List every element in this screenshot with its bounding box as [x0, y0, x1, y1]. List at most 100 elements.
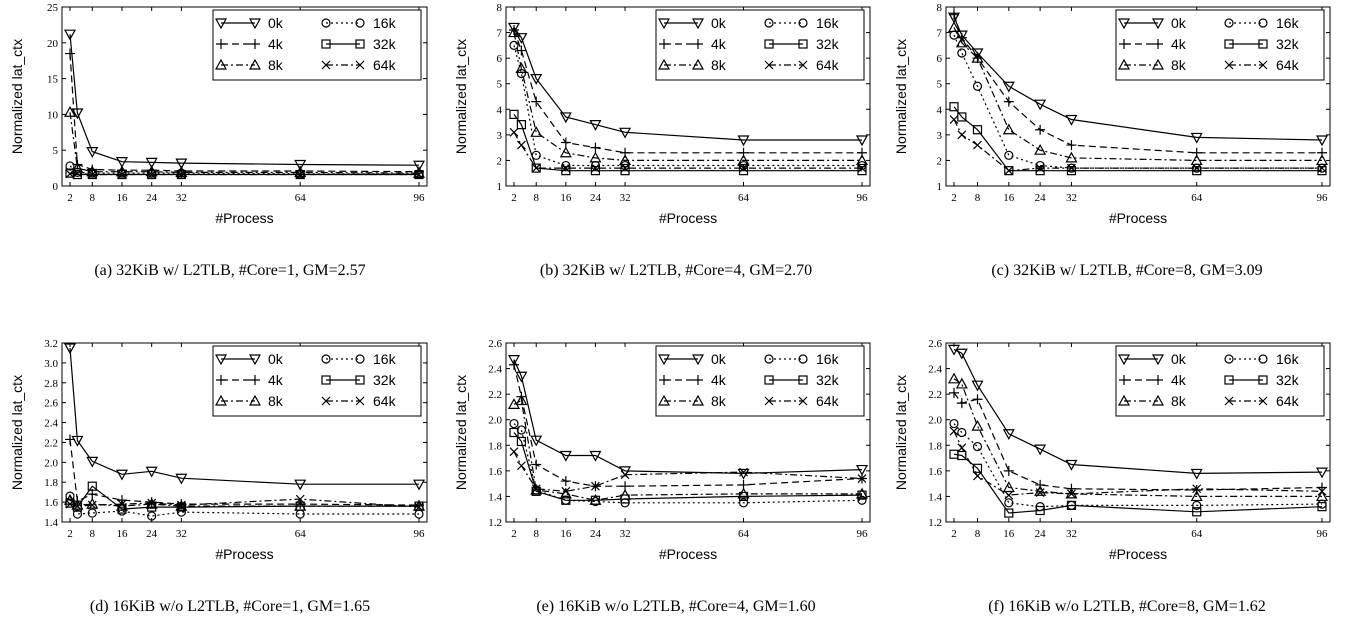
- data-point-0k: [115, 469, 128, 481]
- y-tick-label: 1.6: [488, 466, 502, 478]
- legend-marker-16k: [321, 18, 331, 28]
- data-point-32k: [1317, 502, 1327, 512]
- data-point-4k: [1035, 124, 1046, 135]
- y-tick-label: 1.6: [928, 466, 942, 478]
- data-point-64k: [87, 170, 97, 179]
- y-tick-label: 1: [937, 181, 943, 193]
- x-tick-label: 16: [560, 192, 572, 204]
- legend-marker-64k: [798, 60, 808, 70]
- data-point-64k: [973, 140, 982, 150]
- data-point-32k: [590, 495, 601, 505]
- data-point-16k: [509, 418, 519, 429]
- data-point-4k: [65, 48, 75, 59]
- data-point-64k: [295, 170, 305, 179]
- legend-box: [1115, 345, 1325, 417]
- data-point-8k: [71, 498, 84, 510]
- plot-frame: [505, 6, 871, 187]
- legend-label-0k: 0k: [711, 351, 727, 367]
- series-line-64k: [513, 131, 862, 169]
- data-point-16k: [147, 511, 157, 521]
- x-tick-label: 96: [414, 192, 426, 204]
- legend-marker-8k: [1151, 394, 1165, 406]
- legend-marker-32k: [1224, 375, 1234, 385]
- data-point-64k: [73, 168, 82, 178]
- data-point-8k: [86, 497, 99, 509]
- legend-marker-16k: [321, 354, 331, 364]
- panel-caption: (a) 32KiB w/ L2TLB, #Core=1, GM=2.57: [94, 262, 365, 279]
- legend-marker-0k: [1117, 18, 1131, 30]
- data-point-0k: [1190, 132, 1203, 144]
- data-point-16k: [561, 160, 571, 171]
- data-point-0k: [115, 157, 128, 168]
- legend-marker-32k: [798, 39, 808, 49]
- data-point-16k: [1035, 160, 1045, 171]
- data-point-0k: [1315, 135, 1329, 147]
- data-point-0k: [1034, 444, 1047, 456]
- data-point-16k: [516, 425, 527, 435]
- data-point-64k: [414, 170, 424, 179]
- data-point-16k: [957, 48, 967, 58]
- x-tick-label: 16: [1003, 192, 1015, 204]
- legend-marker-64k: [355, 396, 365, 406]
- series-line-16k: [513, 45, 862, 167]
- legend-marker-4k: [693, 375, 703, 385]
- data-point-16k: [176, 507, 186, 517]
- legend-label-0k: 0k: [268, 351, 284, 367]
- legend-marker-8k: [1117, 394, 1131, 406]
- series-line-16k: [513, 423, 863, 504]
- legend-label-4k: 4k: [268, 372, 284, 388]
- legend-marker-4k: [250, 39, 260, 49]
- data-point-16k: [1004, 150, 1014, 160]
- legend-marker-0k: [691, 354, 705, 366]
- y-tick-label: 1: [497, 181, 503, 193]
- data-point-8k: [955, 377, 968, 389]
- data-point-64k: [591, 163, 600, 173]
- legend-label-16k: 16k: [373, 351, 397, 367]
- data-point-64k: [561, 163, 571, 173]
- data-point-16k: [857, 160, 867, 171]
- data-point-64k: [176, 170, 186, 179]
- x-tick-label: 32: [176, 192, 187, 204]
- data-point-8k: [1002, 123, 1015, 135]
- legend-marker-4k: [1153, 39, 1163, 49]
- legend-marker-16k: [798, 18, 808, 28]
- panel-caption: (e) 16KiB w/o L2TLB, #Core=4, GM=1.60: [536, 598, 815, 615]
- data-point-8k: [115, 165, 128, 177]
- y-tick-label: 2: [497, 155, 503, 167]
- data-point-32k: [295, 501, 305, 511]
- y-tick-label: 1.4: [928, 491, 942, 503]
- y-tick-label: 5: [497, 79, 503, 91]
- series-line-64k: [953, 119, 1322, 172]
- y-tick-label: 3.0: [44, 358, 58, 370]
- series-line-8k: [513, 399, 862, 501]
- legend-label-8k: 8k: [711, 393, 727, 409]
- y-axis-label: Normalized lat_ctx: [893, 375, 909, 490]
- legend-label-16k: 16k: [816, 351, 840, 367]
- legend-label-16k: 16k: [1276, 351, 1300, 367]
- x-tick-label: 96: [414, 528, 426, 540]
- series-line-0k: [513, 27, 862, 141]
- data-point-32k: [72, 169, 83, 180]
- x-tick-label: 32: [1066, 192, 1077, 204]
- data-point-64k: [1067, 489, 1076, 499]
- data-point-0k: [294, 159, 307, 171]
- y-tick-label: 10: [47, 109, 59, 121]
- series-line-8k: [953, 378, 1322, 497]
- series-line-8k: [953, 27, 1322, 161]
- data-point-64k: [1317, 163, 1327, 173]
- legend-marker-4k: [693, 39, 703, 49]
- data-point-8k: [63, 106, 77, 117]
- x-tick-label: 24: [1035, 192, 1047, 204]
- data-point-0k: [559, 112, 572, 124]
- data-point-64k: [973, 471, 982, 481]
- data-point-32k: [957, 450, 967, 461]
- data-point-0k: [1190, 468, 1203, 480]
- data-point-0k: [1002, 429, 1015, 441]
- y-axis-label: Normalized lat_ctx: [9, 39, 25, 154]
- y-tick-label: 1.2: [928, 517, 942, 529]
- data-point-8k: [530, 126, 543, 137]
- y-tick-label: 2.6: [44, 398, 58, 410]
- legend-label-32k: 32k: [816, 372, 840, 388]
- data-point-4k: [1003, 465, 1014, 476]
